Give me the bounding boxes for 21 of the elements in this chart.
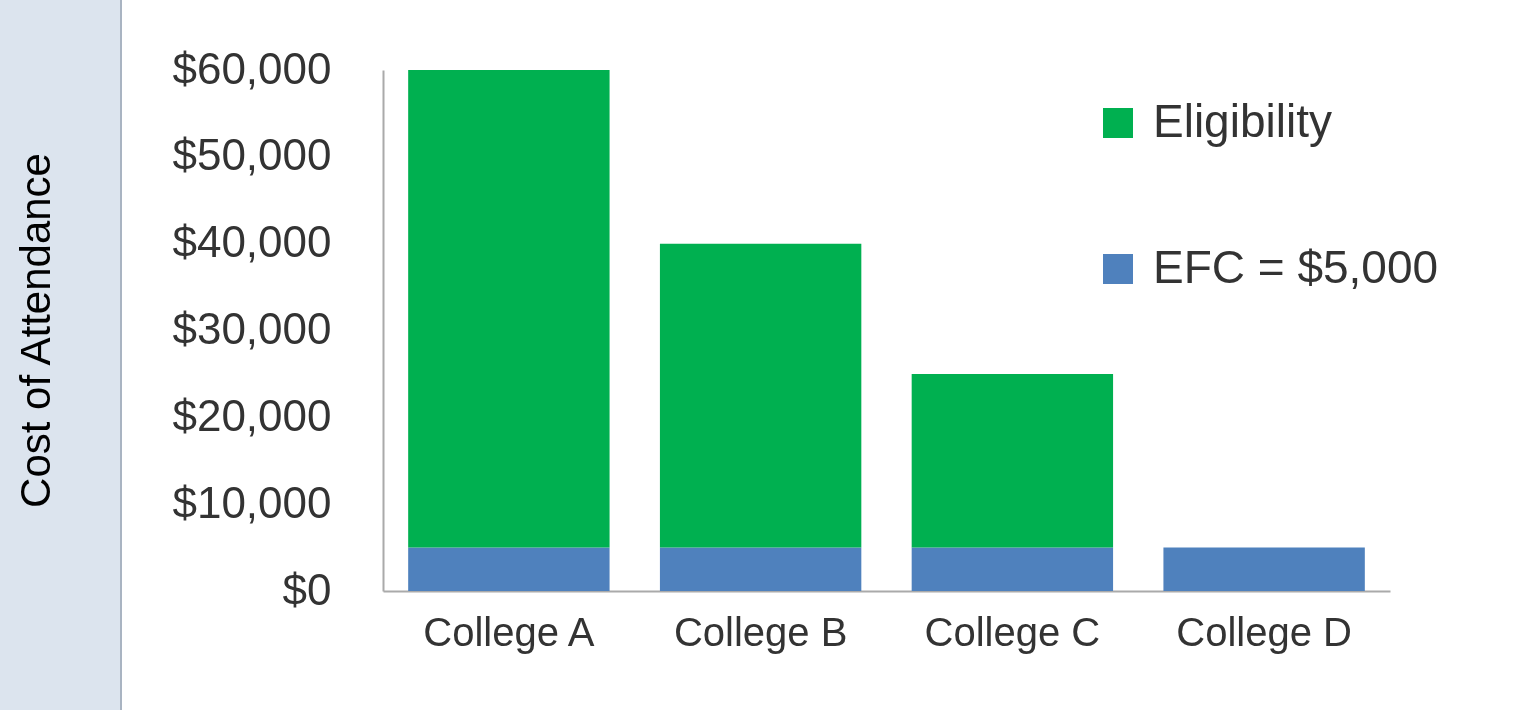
x-tick-label: College A <box>423 609 595 654</box>
x-tick-label: College D <box>1176 609 1352 654</box>
y-tick-label: $20,000 <box>172 390 332 440</box>
y-tick-label: $50,000 <box>172 130 332 180</box>
y-axis-title: Cost of Attendance <box>11 153 59 508</box>
bar <box>408 547 610 591</box>
y-tick-label: $10,000 <box>172 477 332 527</box>
bar <box>1163 547 1365 591</box>
y-tick-label: $60,000 <box>172 43 332 93</box>
y-tick-label: $0 <box>282 564 332 614</box>
legend-label: EFC = $5,000 <box>1153 241 1439 293</box>
bar <box>659 243 862 548</box>
legend-label: Eligibility <box>1153 95 1332 147</box>
x-tick-label: College B <box>673 609 848 654</box>
bar <box>911 373 1114 548</box>
y-tick-label: $30,000 <box>172 304 332 353</box>
bar <box>911 547 1114 591</box>
bar <box>408 70 610 548</box>
y-tick-label: $40,000 <box>172 217 332 267</box>
bar <box>659 547 862 591</box>
x-tick-label: College C <box>924 609 1101 654</box>
